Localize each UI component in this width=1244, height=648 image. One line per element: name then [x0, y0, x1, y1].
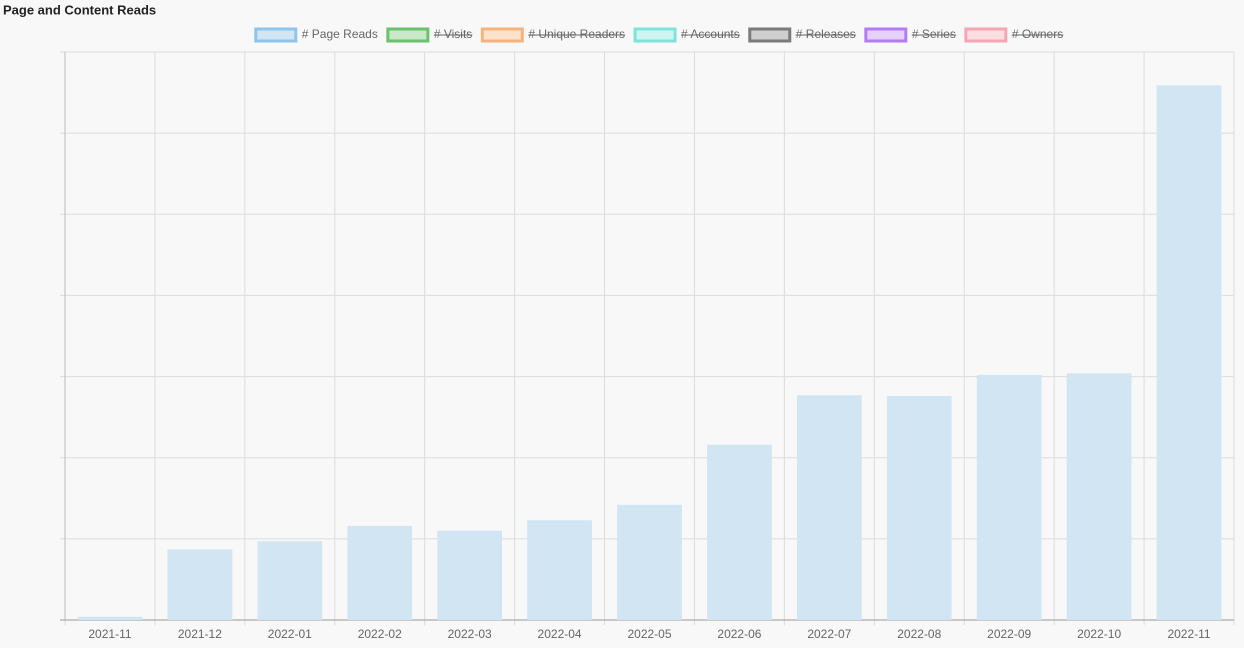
bar [257, 541, 323, 620]
bar [347, 525, 413, 620]
bar [707, 444, 772, 620]
chart-title: Page and Content Reads [3, 2, 156, 17]
legend-label[interactable]: # Owners [1012, 27, 1063, 41]
bar [1066, 373, 1132, 620]
bar [527, 520, 592, 620]
x-tick-label: 2022-09 [987, 627, 1031, 641]
x-tick-label: 2021-11 [88, 627, 131, 641]
legend-label[interactable]: # Visits [434, 27, 472, 41]
x-tick-label: 2021-12 [178, 627, 222, 641]
legend-swatch[interactable] [964, 27, 1008, 43]
bar [796, 395, 862, 620]
x-tick-label: 2022-03 [448, 627, 492, 641]
bar [617, 504, 682, 620]
legend-swatch[interactable] [254, 27, 298, 43]
legend-label[interactable]: # Series [912, 27, 956, 41]
legend-swatch[interactable] [864, 27, 908, 43]
x-tick-label: 2022-08 [897, 627, 941, 641]
x-tick-label: 2022-10 [1077, 627, 1121, 641]
x-tick-label: 2022-01 [268, 627, 312, 641]
bar [1156, 85, 1222, 621]
x-tick-label: 2022-11 [1167, 627, 1210, 641]
bar [437, 530, 503, 620]
x-tick-label: 2022-07 [807, 627, 851, 641]
bar [77, 616, 143, 620]
legend-label[interactable]: # Accounts [681, 27, 740, 41]
legend-label[interactable]: # Page Reads [302, 27, 378, 41]
legend-swatch[interactable] [748, 27, 792, 43]
legend-swatch[interactable] [480, 27, 524, 43]
bar [886, 396, 952, 620]
legend-label[interactable]: # Unique Readers [528, 27, 625, 41]
bar [167, 549, 233, 620]
x-tick-label: 2022-06 [717, 627, 761, 641]
bar [976, 374, 1042, 620]
legend-label[interactable]: # Releases [796, 27, 856, 41]
x-tick-label: 2022-02 [358, 627, 402, 641]
legend-swatch[interactable] [386, 27, 430, 43]
x-tick-label: 2022-05 [627, 627, 671, 641]
x-tick-label: 2022-04 [538, 627, 582, 641]
legend-swatch[interactable] [633, 27, 677, 43]
